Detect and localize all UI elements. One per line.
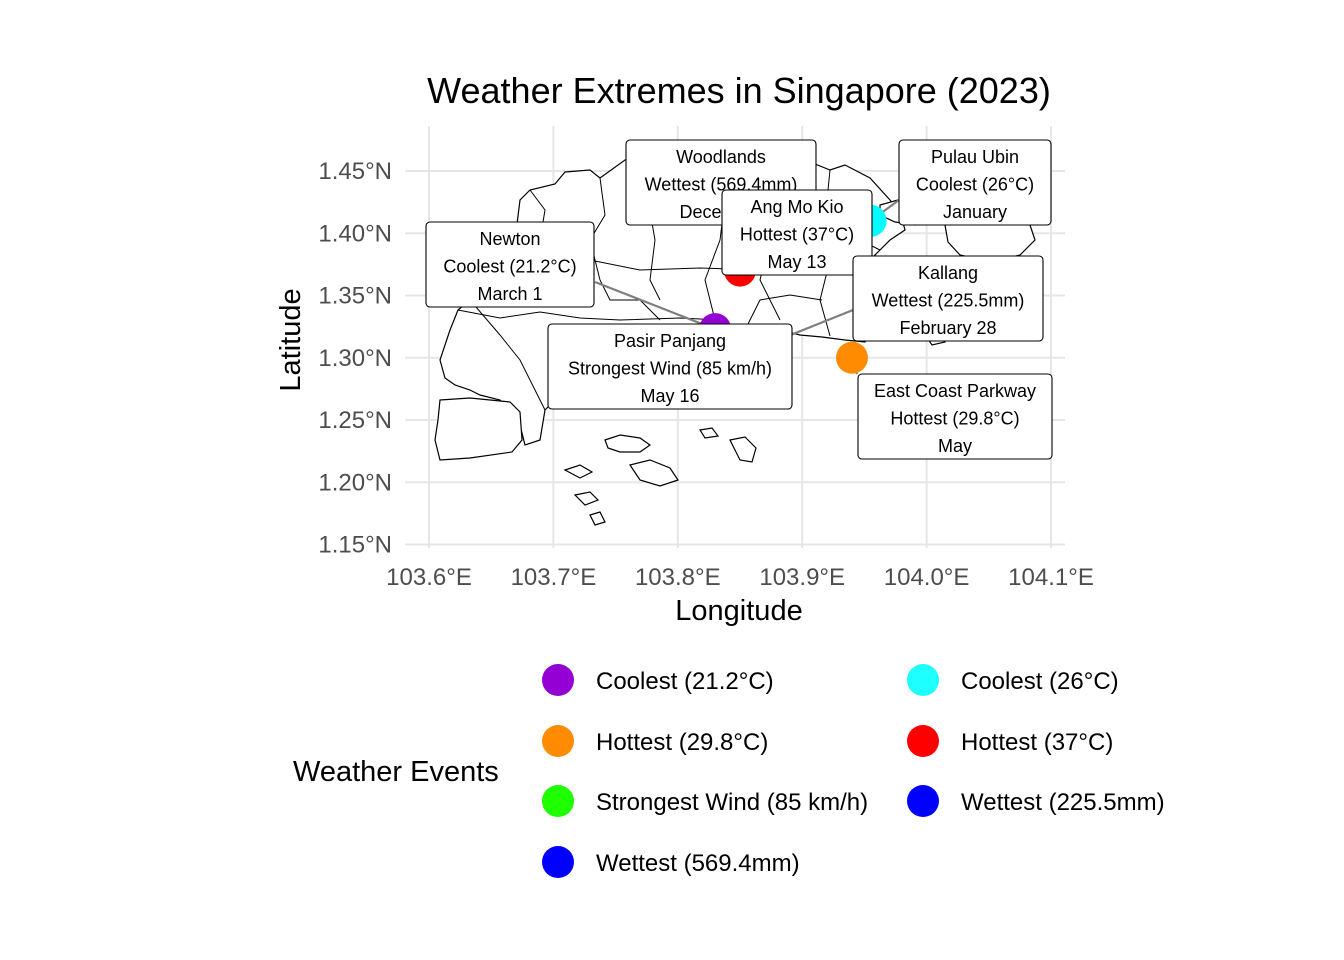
event-label: East Coast Parkway Hottest (29.8°C) May xyxy=(857,373,1053,460)
event-label-line3: May xyxy=(938,436,972,456)
legend-swatch xyxy=(542,725,574,757)
event-label: Newton Coolest (21.2°C) March 1 xyxy=(425,221,595,308)
southern-island-1 xyxy=(629,459,679,487)
legend-swatch xyxy=(542,785,574,817)
legend-item: Coolest (21.2°C) xyxy=(542,664,774,696)
event-label-box xyxy=(547,323,793,410)
x-axis-title: Longitude xyxy=(675,595,802,627)
x-tick-label: 104.0°E xyxy=(884,564,970,591)
event-label-line3: February 28 xyxy=(899,318,996,338)
event-label-line2: Wettest (225.5mm) xyxy=(872,291,1025,311)
event-label-line1: Pulau Ubin xyxy=(931,147,1019,167)
event-label-line2: Coolest (26°C) xyxy=(916,175,1034,195)
event-label-line3: May 16 xyxy=(640,386,699,406)
event-label-line3: May 13 xyxy=(767,252,826,272)
y-tick-label: 1.45°N xyxy=(318,158,392,185)
jurong-island xyxy=(434,397,523,461)
event-label: Pulau Ubin Coolest (26°C) January xyxy=(898,139,1052,226)
southern-island-4 xyxy=(589,511,606,526)
event-label: Pasir Panjang Strongest Wind (85 km/h) May… xyxy=(547,323,793,410)
y-tick-label: 1.30°N xyxy=(318,345,392,372)
event-label-line1: Woodlands xyxy=(676,147,766,167)
legend-item: Hottest (37°C) xyxy=(907,725,1113,757)
leader-line xyxy=(594,280,716,331)
x-tick-label: 103.6°E xyxy=(386,564,472,591)
legend-swatch xyxy=(907,725,939,757)
legend-swatch xyxy=(907,785,939,817)
event-label-line1: Ang Mo Kio xyxy=(750,197,843,217)
y-tick-label: 1.25°N xyxy=(318,407,392,434)
x-tick-label: 104.1°E xyxy=(1008,564,1094,591)
legend-item: Wettest (225.5mm) xyxy=(907,785,1165,817)
event-label-box xyxy=(425,221,595,308)
event-label-box xyxy=(721,189,873,276)
legend-label: Wettest (569.4mm) xyxy=(596,850,800,877)
chart-title: Weather Extremes in Singapore (2023) xyxy=(427,70,1051,111)
legend-swatch xyxy=(542,846,574,878)
x-tick-label: 103.8°E xyxy=(635,564,721,591)
event-label-line3: March 1 xyxy=(477,284,542,304)
southern-island-3 xyxy=(573,491,600,506)
axis-ticks: 103.6°E 103.7°E 103.8°E 103.9°E 104.0°E 104.1… xyxy=(318,158,1093,591)
legend: Weather Events Coolest (21.2°C) Hottest (… xyxy=(293,664,1165,878)
event-label-line1: Pasir Panjang xyxy=(614,331,726,351)
x-tick-label: 103.9°E xyxy=(759,564,845,591)
y-tick-label: 1.15°N xyxy=(318,532,392,559)
legend-label: Wettest (225.5mm) xyxy=(961,789,1165,816)
y-axis-title: Latitude xyxy=(275,288,307,391)
event-label-box xyxy=(857,373,1053,460)
event-label-line2: Coolest (21.2°C) xyxy=(443,257,576,277)
event-label-line1: Newton xyxy=(479,229,540,249)
x-tick-label: 103.7°E xyxy=(511,564,597,591)
legend-label: Coolest (21.2°C) xyxy=(596,668,774,695)
event-label-line2: Hottest (37°C) xyxy=(740,225,854,245)
event-label: Ang Mo Kio Hottest (37°C) May 13 xyxy=(721,189,873,276)
legend-swatch xyxy=(542,664,574,696)
legend-title: Weather Events xyxy=(293,756,499,788)
legend-label: Hottest (29.8°C) xyxy=(596,729,768,756)
southern-island-5 xyxy=(729,436,757,463)
legend-label: Coolest (26°C) xyxy=(961,668,1119,695)
legend-item: Strongest Wind (85 km/h) xyxy=(542,785,868,817)
event-label-line2: Strongest Wind (85 km/h) xyxy=(568,359,772,379)
y-tick-label: 1.20°N xyxy=(318,469,392,496)
event-label-line3: January xyxy=(943,202,1007,222)
event-label-line2: Hottest (29.8°C) xyxy=(890,409,1019,429)
legend-item: Coolest (26°C) xyxy=(907,664,1119,696)
southern-island-6 xyxy=(699,427,720,439)
y-tick-label: 1.35°N xyxy=(318,283,392,310)
event-label: Kallang Wettest (225.5mm) February 28 xyxy=(852,255,1044,342)
legend-swatch xyxy=(907,664,939,696)
legend-label: Hottest (37°C) xyxy=(961,729,1113,756)
event-label-line1: Kallang xyxy=(918,263,978,283)
legend-item: Hottest (29.8°C) xyxy=(542,725,768,757)
southern-island-2 xyxy=(563,464,594,479)
legend-label: Strongest Wind (85 km/h) xyxy=(596,789,868,816)
event-point xyxy=(835,341,868,374)
event-label-line1: East Coast Parkway xyxy=(874,381,1036,401)
legend-item: Wettest (569.4mm) xyxy=(542,846,800,878)
sentosa-island xyxy=(604,434,652,453)
y-tick-label: 1.40°N xyxy=(318,220,392,247)
event-label-box xyxy=(852,255,1044,342)
event-label-box xyxy=(898,139,1052,226)
